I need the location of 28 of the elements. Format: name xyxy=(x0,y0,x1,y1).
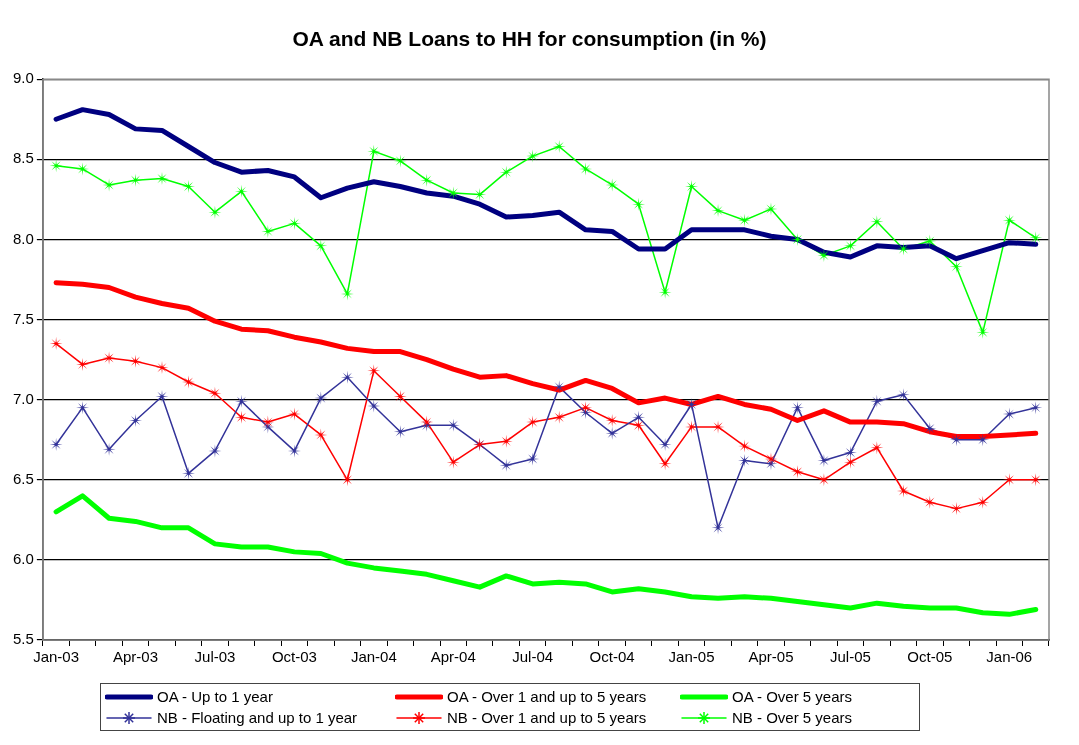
x-tick-label: Jul-03 xyxy=(194,648,236,666)
legend-label: NB - Floating and up to 1 year xyxy=(157,709,358,726)
legend-label: NB - Over 5 years xyxy=(732,709,853,726)
x-tick-label: Jul-05 xyxy=(829,648,871,666)
x-tick-label: Apr-04 xyxy=(430,648,476,666)
y-tick-label: 8.5 xyxy=(12,149,34,167)
x-tick-label: Oct-05 xyxy=(907,648,953,666)
x-tick-label: Jul-04 xyxy=(512,648,554,666)
x-tick-label: Oct-03 xyxy=(271,648,317,666)
x-tick-label: Apr-05 xyxy=(748,648,794,666)
x-tick-label: Jan-06 xyxy=(986,648,1033,666)
legend-label: OA - Up to 1 year xyxy=(157,688,273,705)
y-tick-label: 8.0 xyxy=(12,229,34,247)
y-tick-label: 6.0 xyxy=(12,550,34,568)
y-tick-label: 7.5 xyxy=(12,309,34,327)
x-tick-label: Oct-04 xyxy=(589,648,635,666)
x-tick-label: Jan-03 xyxy=(33,648,80,666)
legend-label: NB - Over 1 and up to 5 years xyxy=(447,709,647,726)
legend-label: OA - Over 5 years xyxy=(732,688,853,705)
x-tick-label: Apr-03 xyxy=(113,648,159,666)
y-tick-label: 5.5 xyxy=(12,630,34,648)
x-tick-label: Jan-05 xyxy=(668,648,715,666)
chart-title: OA and NB Loans to HH for consumption (in %) xyxy=(292,27,767,51)
y-tick-label: 9.0 xyxy=(12,69,34,87)
x-tick-label: Jan-04 xyxy=(350,648,397,666)
y-tick-label: 7.0 xyxy=(12,389,34,407)
y-tick-label: 6.5 xyxy=(12,469,34,487)
legend-label: OA - Over 1 and up to 5 years xyxy=(447,688,647,705)
